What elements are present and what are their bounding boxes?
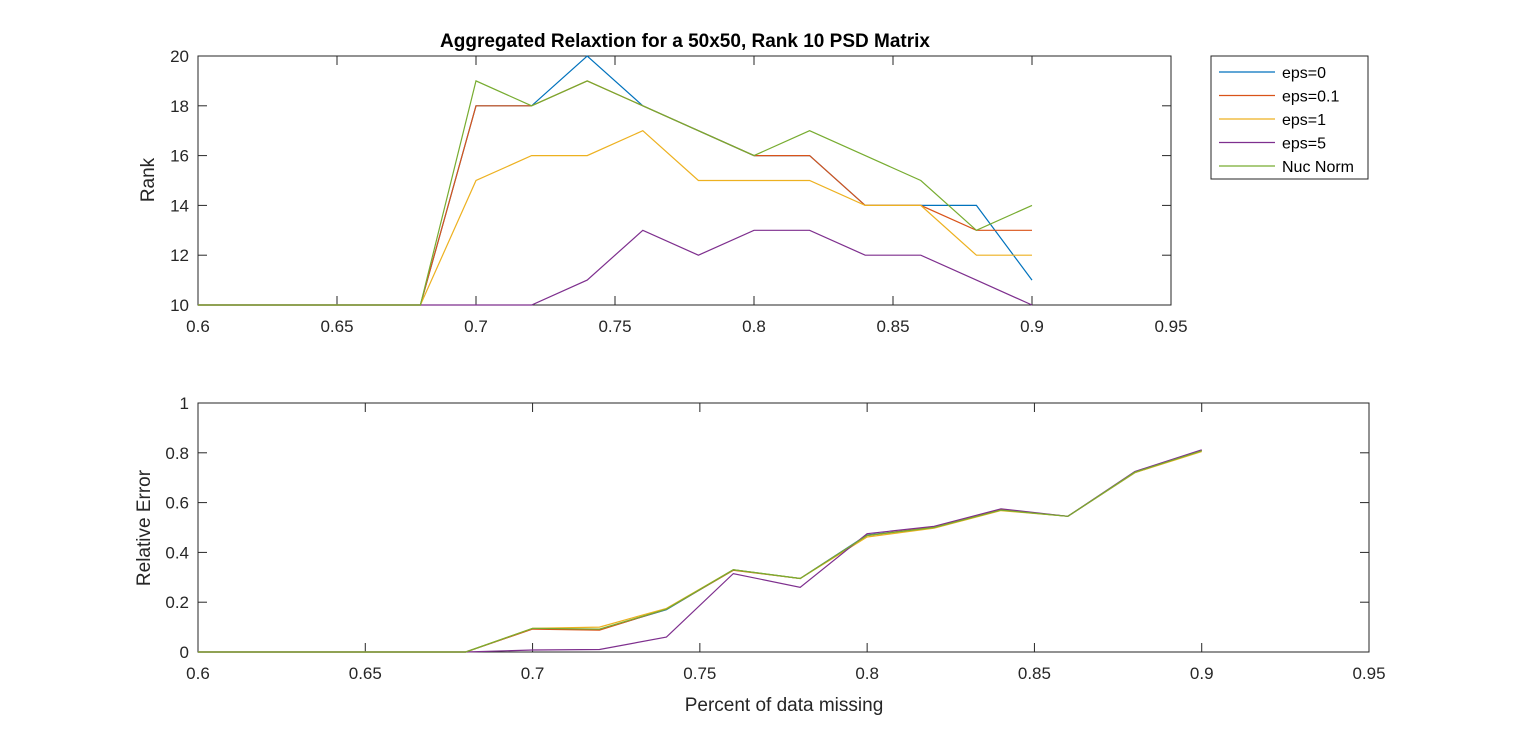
x-tick-label: 0.95 (1154, 317, 1187, 336)
x-tick-label: 0.8 (855, 664, 879, 683)
x-tick-label: 0.9 (1020, 317, 1044, 336)
y-tick-label: 0.4 (165, 543, 189, 562)
legend-label: eps=0 (1282, 65, 1326, 82)
x-tick-label: 0.7 (464, 317, 488, 336)
chart-title: Aggregated Relaxtion for a 50x50, Rank 1… (440, 31, 930, 52)
y-tick-label: 0 (180, 643, 189, 662)
legend-label: eps=0.1 (1282, 89, 1339, 106)
x-tick-label: 0.7 (521, 664, 545, 683)
x-tick-label: 0.9 (1190, 664, 1214, 683)
y-tick-label: 0.6 (165, 494, 189, 513)
legend-label: eps=5 (1282, 136, 1326, 153)
series-line-4 (198, 80, 1033, 306)
rank-plot-area (197, 55, 1172, 306)
error-plot-area (197, 402, 1370, 653)
legend-item: eps=0 (1219, 65, 1326, 82)
x-tick-label: 0.8 (742, 317, 766, 336)
x-tick-label: 0.65 (320, 317, 353, 336)
legend-item: eps=5 (1219, 136, 1326, 153)
legend-box (1210, 55, 1369, 180)
rank-series-lines (198, 55, 1033, 306)
y-tick-label: 1 (180, 394, 189, 413)
legend-item: Nuc Norm (1219, 159, 1354, 176)
y-tick-label: 12 (170, 246, 189, 265)
x-tick-label: 0.85 (876, 317, 909, 336)
x-tick-label: 0.75 (683, 664, 716, 683)
legend-label: Nuc Norm (1282, 159, 1354, 176)
rank-chart: Aggregated Relaxtion for a 50x50, Rank 1… (138, 31, 1369, 336)
x-tick-label: 0.6 (186, 664, 210, 683)
x-tick-label: 0.6 (186, 317, 210, 336)
y-tick-label: 14 (170, 196, 189, 215)
y-tick-label: 16 (170, 147, 189, 166)
x-tick-label: 0.85 (1018, 664, 1051, 683)
rank-axis-ticks: 0.6 0.65 0.7 0.75 0.8 0.85 0.9 0.95 10 12 14 16 18 20 (170, 47, 1187, 336)
x-tick-label: 0.65 (349, 664, 382, 683)
rank-y-axis-label: Rank (138, 157, 159, 202)
error-axis-ticks: 0.6 0.65 0.7 0.75 0.8 0.85 0.9 0.95 0 0.2 0.4 0.6 0.… (165, 394, 1385, 683)
error-y-axis-label: Relative Error (134, 469, 155, 586)
x-tick-label: 0.95 (1352, 664, 1385, 683)
x-tick-label: 0.75 (598, 317, 631, 336)
legend-item: eps=1 (1219, 112, 1326, 129)
legend: eps=0 eps=0.1 eps=1 eps=5 Nuc Norm (1210, 55, 1369, 180)
error-x-axis-label: Percent of data missing (685, 695, 884, 716)
error-series-lines (198, 449, 1202, 653)
legend-label: eps=1 (1282, 112, 1326, 129)
y-tick-label: 20 (170, 47, 189, 66)
y-tick-label: 10 (170, 296, 189, 315)
legend-item: eps=0.1 (1219, 89, 1339, 106)
y-tick-label: 18 (170, 97, 189, 116)
error-chart: 0.6 0.65 0.7 0.75 0.8 0.85 0.9 0.95 0 0.2 0.4 0.6 0.… (134, 394, 1386, 716)
series-line-4 (198, 450, 1202, 653)
y-tick-label: 0.2 (165, 593, 189, 612)
y-tick-label: 0.8 (165, 444, 189, 463)
